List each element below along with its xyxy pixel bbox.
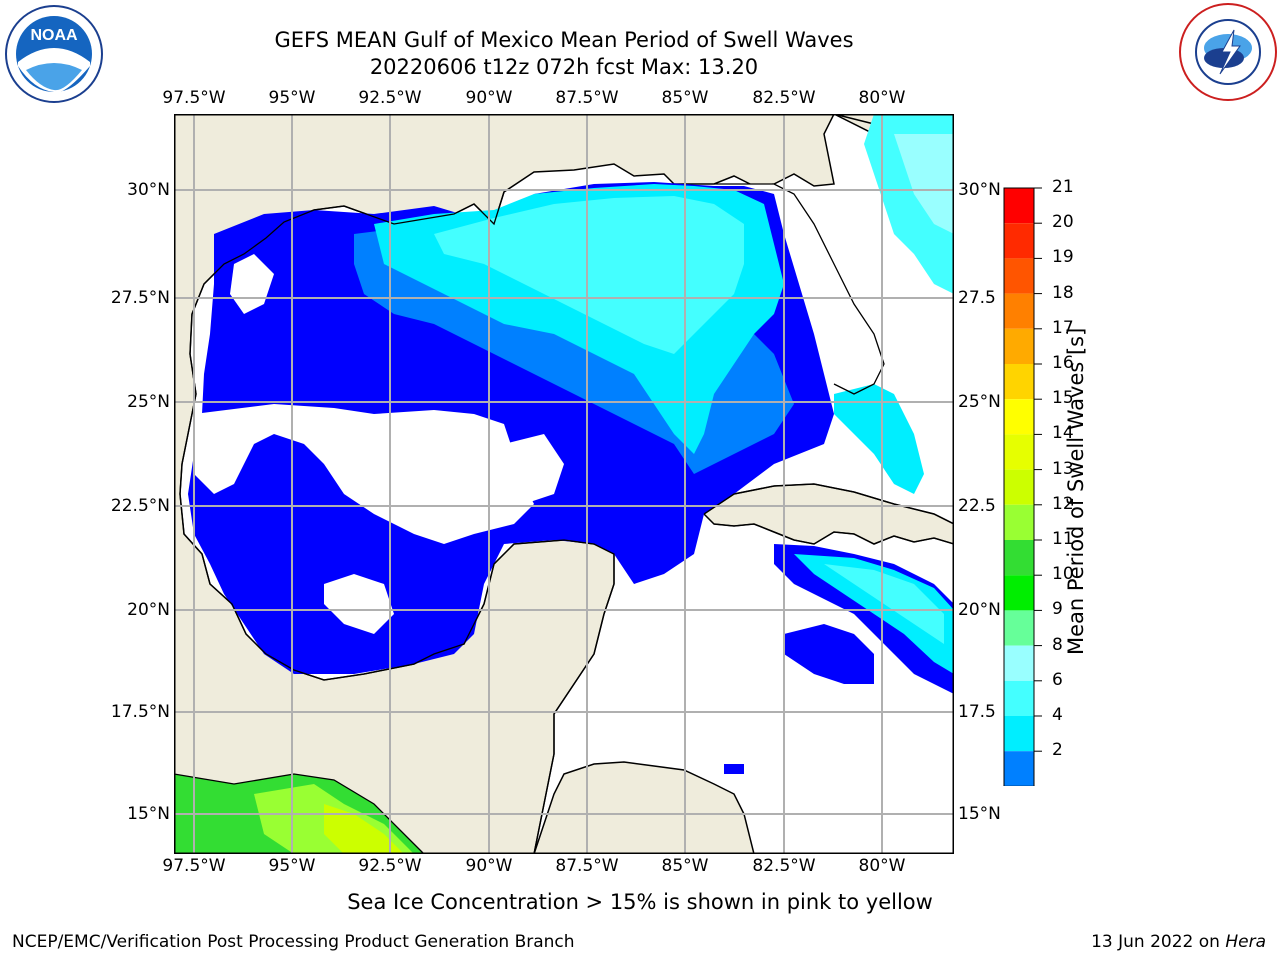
footer-credit: NCEP/EMC/Verification Post Processing Pr… <box>12 932 575 952</box>
svg-text:NOAA: NOAA <box>30 27 78 44</box>
colorbar-frame <box>1003 187 1035 786</box>
colorbar-label: 15 <box>1052 388 1074 409</box>
lat-tick-left: 27.5°N <box>110 288 170 308</box>
lon-tick-top: 80°W <box>858 88 906 108</box>
lat-tick-left: 20°N <box>127 600 170 620</box>
lon-tick-top: 87.5°W <box>555 88 619 108</box>
lat-tick-right: 17.5 <box>958 702 996 722</box>
lon-tick-top: 97.5°W <box>162 88 226 108</box>
colorbar-label: 12 <box>1052 493 1074 514</box>
lon-tick-bottom: 92.5°W <box>358 856 422 876</box>
map-subtitle: 20220606 t12z 072h fcst Max: 13.20 <box>369 55 759 79</box>
colorbar-cell <box>1004 751 1034 786</box>
lat-tick-left: 17.5°N <box>110 702 170 722</box>
lat-tick-left: 25°N <box>127 392 170 412</box>
colorbar-label: 13 <box>1052 458 1074 479</box>
colorbar-cell <box>1004 293 1034 329</box>
lat-tick-right: 25°N <box>958 392 1001 412</box>
swell-field <box>174 114 954 854</box>
lon-tick-bottom: 95°W <box>268 856 316 876</box>
lon-tick-bottom: 90°W <box>465 856 513 876</box>
lat-tick-right: 27.5 <box>958 288 996 308</box>
footer-date-text: 13 Jun 2022 on <box>1091 932 1226 952</box>
noaa-logo: NOAA <box>4 4 104 104</box>
lon-tick-bottom: 82.5°W <box>752 856 816 876</box>
colorbar-label: 20 <box>1052 212 1074 233</box>
colorbar-label: 21 <box>1052 177 1074 197</box>
colorbar-cell <box>1004 680 1034 716</box>
gridlines <box>174 114 954 854</box>
colorbar-label: 4 <box>1052 705 1063 725</box>
colorbar-cell <box>1004 610 1034 646</box>
lat-tick-left: 22.5°N <box>110 496 170 516</box>
map-frame <box>174 114 954 854</box>
lon-tick-bottom: 87.5°W <box>555 856 619 876</box>
lon-tick-bottom: 80°W <box>858 856 906 876</box>
colorbar-label: 18 <box>1052 282 1074 303</box>
colorbar-label: 14 <box>1052 423 1074 444</box>
colorbar-cell <box>1004 188 1034 224</box>
colorbar-label: 9 <box>1052 599 1063 620</box>
colorbar-label: 11 <box>1052 529 1074 549</box>
colorbar-cell <box>1004 328 1034 364</box>
colorbar-label: 2 <box>1052 740 1063 761</box>
colorbar-cell <box>1004 399 1034 435</box>
lat-tick-left: 30°N <box>127 180 170 200</box>
lat-tick-right: 30°N <box>958 180 1001 200</box>
colorbar-label: 17 <box>1052 317 1074 338</box>
lon-tick-top: 92.5°W <box>358 88 422 108</box>
colorbar-label: 16 <box>1052 353 1074 373</box>
colorbar-label: 6 <box>1052 669 1063 690</box>
sea-ice-caption: Sea Ice Concentration > 15% is shown in … <box>347 890 933 914</box>
map-title: GEFS MEAN Gulf of Mexico Mean Period of … <box>274 28 854 52</box>
colorbar-cell <box>1004 575 1034 611</box>
nws-logo <box>1178 2 1278 102</box>
colorbar-cell <box>1004 364 1034 400</box>
lat-tick-right: 20°N <box>958 600 1001 620</box>
colorbar-cell <box>1004 258 1034 294</box>
lon-tick-top: 82.5°W <box>752 88 816 108</box>
footer-machine: Hera <box>1225 932 1266 952</box>
colorbar-cell <box>1004 223 1034 259</box>
colorbar <box>1003 187 1042 786</box>
colorbar-label: 19 <box>1052 247 1074 268</box>
lat-tick-right: 15°N <box>958 804 1001 824</box>
colorbar-cell <box>1004 716 1034 752</box>
colorbar-cell <box>1004 434 1034 470</box>
lon-tick-top: 90°W <box>465 88 513 108</box>
lat-tick-right: 22.5 <box>958 496 996 516</box>
colorbar-cell <box>1004 540 1034 576</box>
colorbar-title: Mean Period of Swell Waves [s] <box>1064 327 1088 655</box>
colorbar-cell <box>1004 469 1034 505</box>
colorbar-cell <box>1004 504 1034 540</box>
colorbar-label: 10 <box>1052 564 1074 585</box>
footer-date: 13 Jun 2022 on Hera <box>1091 932 1266 952</box>
map-plot <box>174 114 954 854</box>
colorbar-cell <box>1004 645 1034 681</box>
lat-tick-left: 15°N <box>127 804 170 824</box>
colorbar-label: 8 <box>1052 634 1063 655</box>
lon-tick-top: 95°W <box>268 88 316 108</box>
lon-tick-top: 85°W <box>661 88 709 108</box>
lon-tick-bottom: 85°W <box>661 856 709 876</box>
lon-tick-bottom: 97.5°W <box>162 856 226 876</box>
